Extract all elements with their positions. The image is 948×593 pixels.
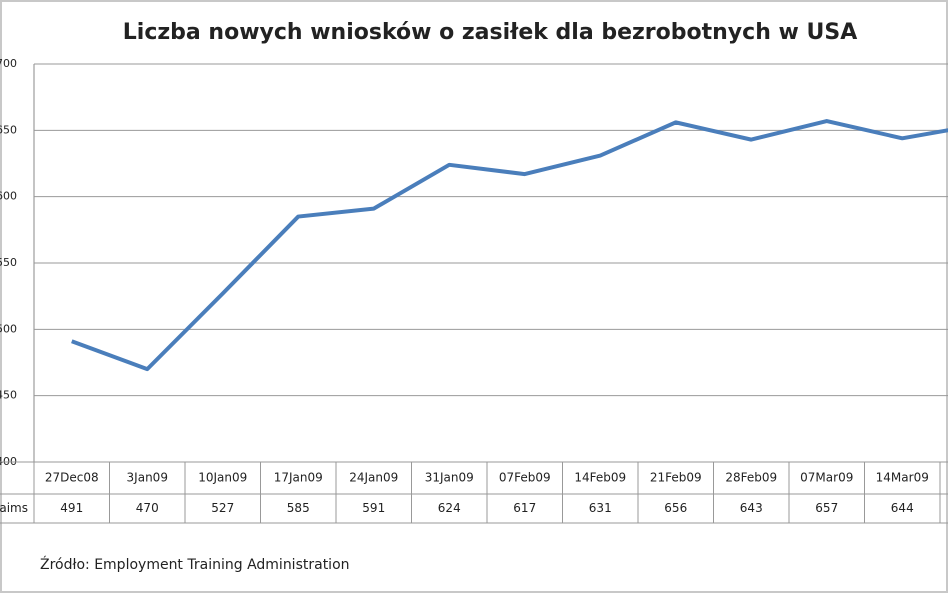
x-tick-label: 28Feb09 [725,471,777,485]
data-label: 631 [589,501,612,515]
line-series [71,119,948,372]
data-label: 644 [891,501,914,515]
x-tick-label: 24Jan09 [349,471,398,485]
data-label: 591 [362,501,385,515]
data-label: 643 [740,501,763,515]
x-tick-label: 14Mar09 [876,471,929,485]
data-label: 585 [287,501,310,515]
data-label: 624 [438,501,461,515]
x-tick-label: 21Feb09 [650,471,702,485]
chart-title: Liczba nowych wniosków o zasiłek dla bez… [123,20,857,45]
y-tick-label: 500 [0,322,17,335]
data-label: 470 [136,501,159,515]
data-label: 656 [664,501,687,515]
legend-label: Claims [0,501,28,515]
y-tick-label: 550 [0,256,17,269]
y-tick-label: 450 [0,389,17,402]
x-tick-label: 27Dec08 [45,471,99,485]
source-note: Źródło: Employment Training Administrati… [40,555,350,573]
x-tick-label: 31Jan09 [425,471,474,485]
x-tick-label: 10Jan09 [198,471,247,485]
x-tick-label: 17Jan09 [274,471,323,485]
x-tick-label: 07Mar09 [800,471,853,485]
x-tick-label: 07Feb09 [499,471,551,485]
data-label: 491 [60,501,83,515]
y-tick-label: 650 [0,123,17,136]
data-label: 527 [211,501,234,515]
data-label: 617 [513,501,536,515]
x-tick-label: 3Jan09 [127,471,168,485]
y-tick-label: 600 [0,190,17,203]
data-label: 657 [815,501,838,515]
x-tick-label: 14Feb09 [574,471,626,485]
y-tick-label: 700 [0,57,17,70]
